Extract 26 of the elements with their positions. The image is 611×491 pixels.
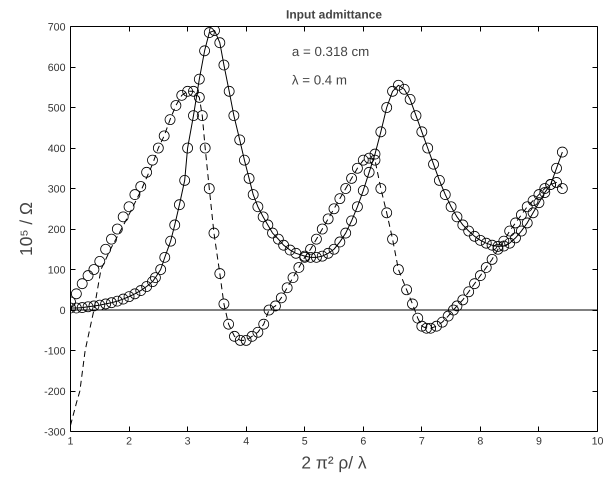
annotation: λ = 0.4 m [292, 72, 348, 88]
x-tick-label: 3 [184, 436, 191, 448]
y-tick-label: 500 [48, 102, 66, 114]
x-tick-label: 1 [68, 436, 74, 448]
y-tick-label: 300 [48, 184, 66, 196]
annotation: a = 0.318 cm [292, 44, 370, 59]
y-tick-label: -100 [44, 346, 66, 358]
y-tick-label: 0 [60, 305, 66, 317]
y-tick-label: 200 [48, 224, 66, 236]
y-tick-label: 600 [48, 62, 66, 74]
x-tick-label: 5 [302, 436, 308, 448]
y-tick-label: 400 [48, 143, 66, 155]
x-axis-title: 2 π² ρ/ λ [301, 452, 367, 472]
x-tick-label: 7 [418, 436, 425, 448]
x-tick-label: 10 [592, 436, 604, 448]
x-tick-label: 4 [243, 436, 250, 448]
y-tick-label: 700 [48, 22, 66, 34]
y-tick-label: 100 [48, 264, 66, 276]
x-tick-label: 2 [126, 436, 132, 448]
x-tick-label: 8 [477, 436, 484, 448]
chart-title: Input admittance [286, 8, 382, 22]
y-axis-title: 10⁵ / Ω [16, 202, 36, 256]
y-tick-label: -200 [44, 386, 66, 398]
x-tick-label: 6 [360, 436, 366, 448]
y-tick-label: -300 [44, 426, 66, 438]
x-tick-label: 9 [536, 436, 542, 448]
